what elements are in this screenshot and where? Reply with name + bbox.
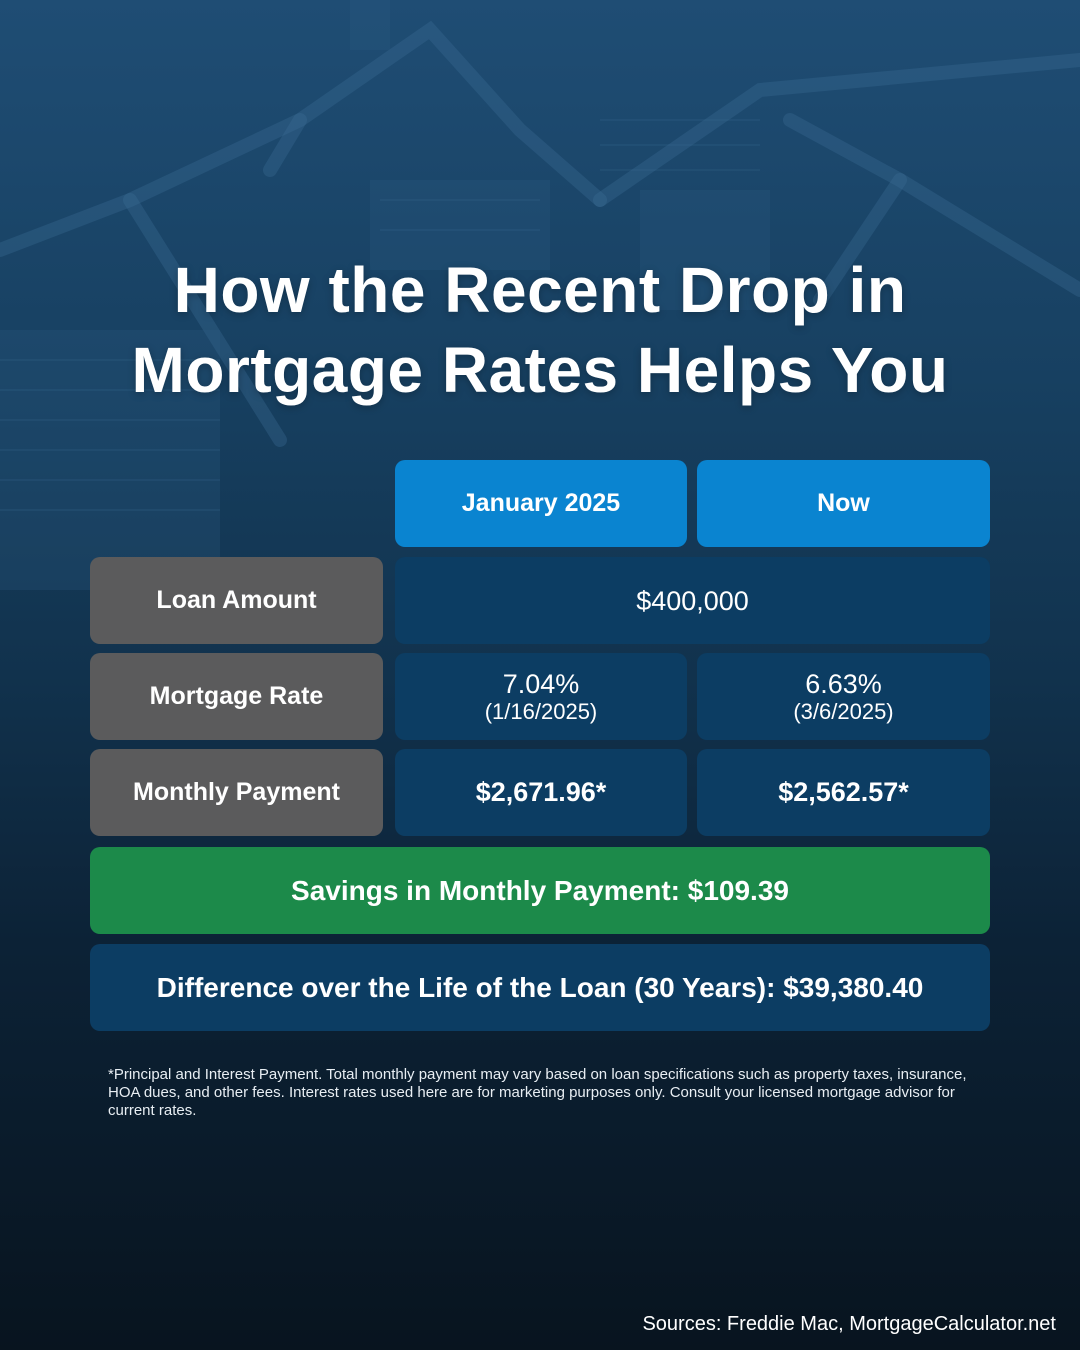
column-header-january-2025: January 2025	[395, 460, 687, 547]
monthly-payment-now: $2,562.57*	[778, 777, 909, 807]
mortgage-rate-now-cell: 6.63% (3/6/2025)	[697, 653, 990, 740]
disclaimer-footnote: *Principal and Interest Payment. Total m…	[108, 1066, 967, 1119]
monthly-payment-january: $2,671.96*	[475, 777, 607, 807]
row-label-monthly-payment: Monthly Payment	[90, 749, 383, 836]
title-line-1: How the Recent Drop in	[173, 254, 907, 326]
page-title: How the Recent Drop in Mortgage Rates He…	[40, 250, 1040, 410]
mortgage-rate-january-cell: 7.04% (1/16/2025)	[395, 653, 687, 740]
title-line-2: Mortgage Rates Helps You	[131, 334, 949, 406]
savings-banner: Savings in Monthly Payment: $109.39	[90, 847, 990, 934]
mortgage-rate-now: 6.63%	[805, 668, 882, 699]
loan-amount-text: $400,000	[636, 585, 749, 616]
column-header-now: Now	[697, 460, 990, 547]
loan-amount-value: $400,000	[395, 557, 990, 644]
row-label-loan-amount: Loan Amount	[90, 557, 383, 644]
mortgage-rate-january: 7.04%	[502, 668, 580, 699]
mortgage-rate-january-date: (1/16/2025)	[484, 698, 598, 724]
sources-credit: Sources: Freddie Mac, MortgageCalculator…	[642, 1313, 1056, 1335]
lifetime-difference-banner: Difference over the Life of the Loan (30…	[90, 944, 990, 1031]
monthly-payment-january-cell: $2,671.96*	[395, 749, 687, 836]
mortgage-rate-now-date: (3/6/2025)	[793, 698, 894, 724]
row-label-mortgage-rate: Mortgage Rate	[90, 653, 383, 740]
monthly-payment-now-cell: $2,562.57*	[697, 749, 990, 836]
